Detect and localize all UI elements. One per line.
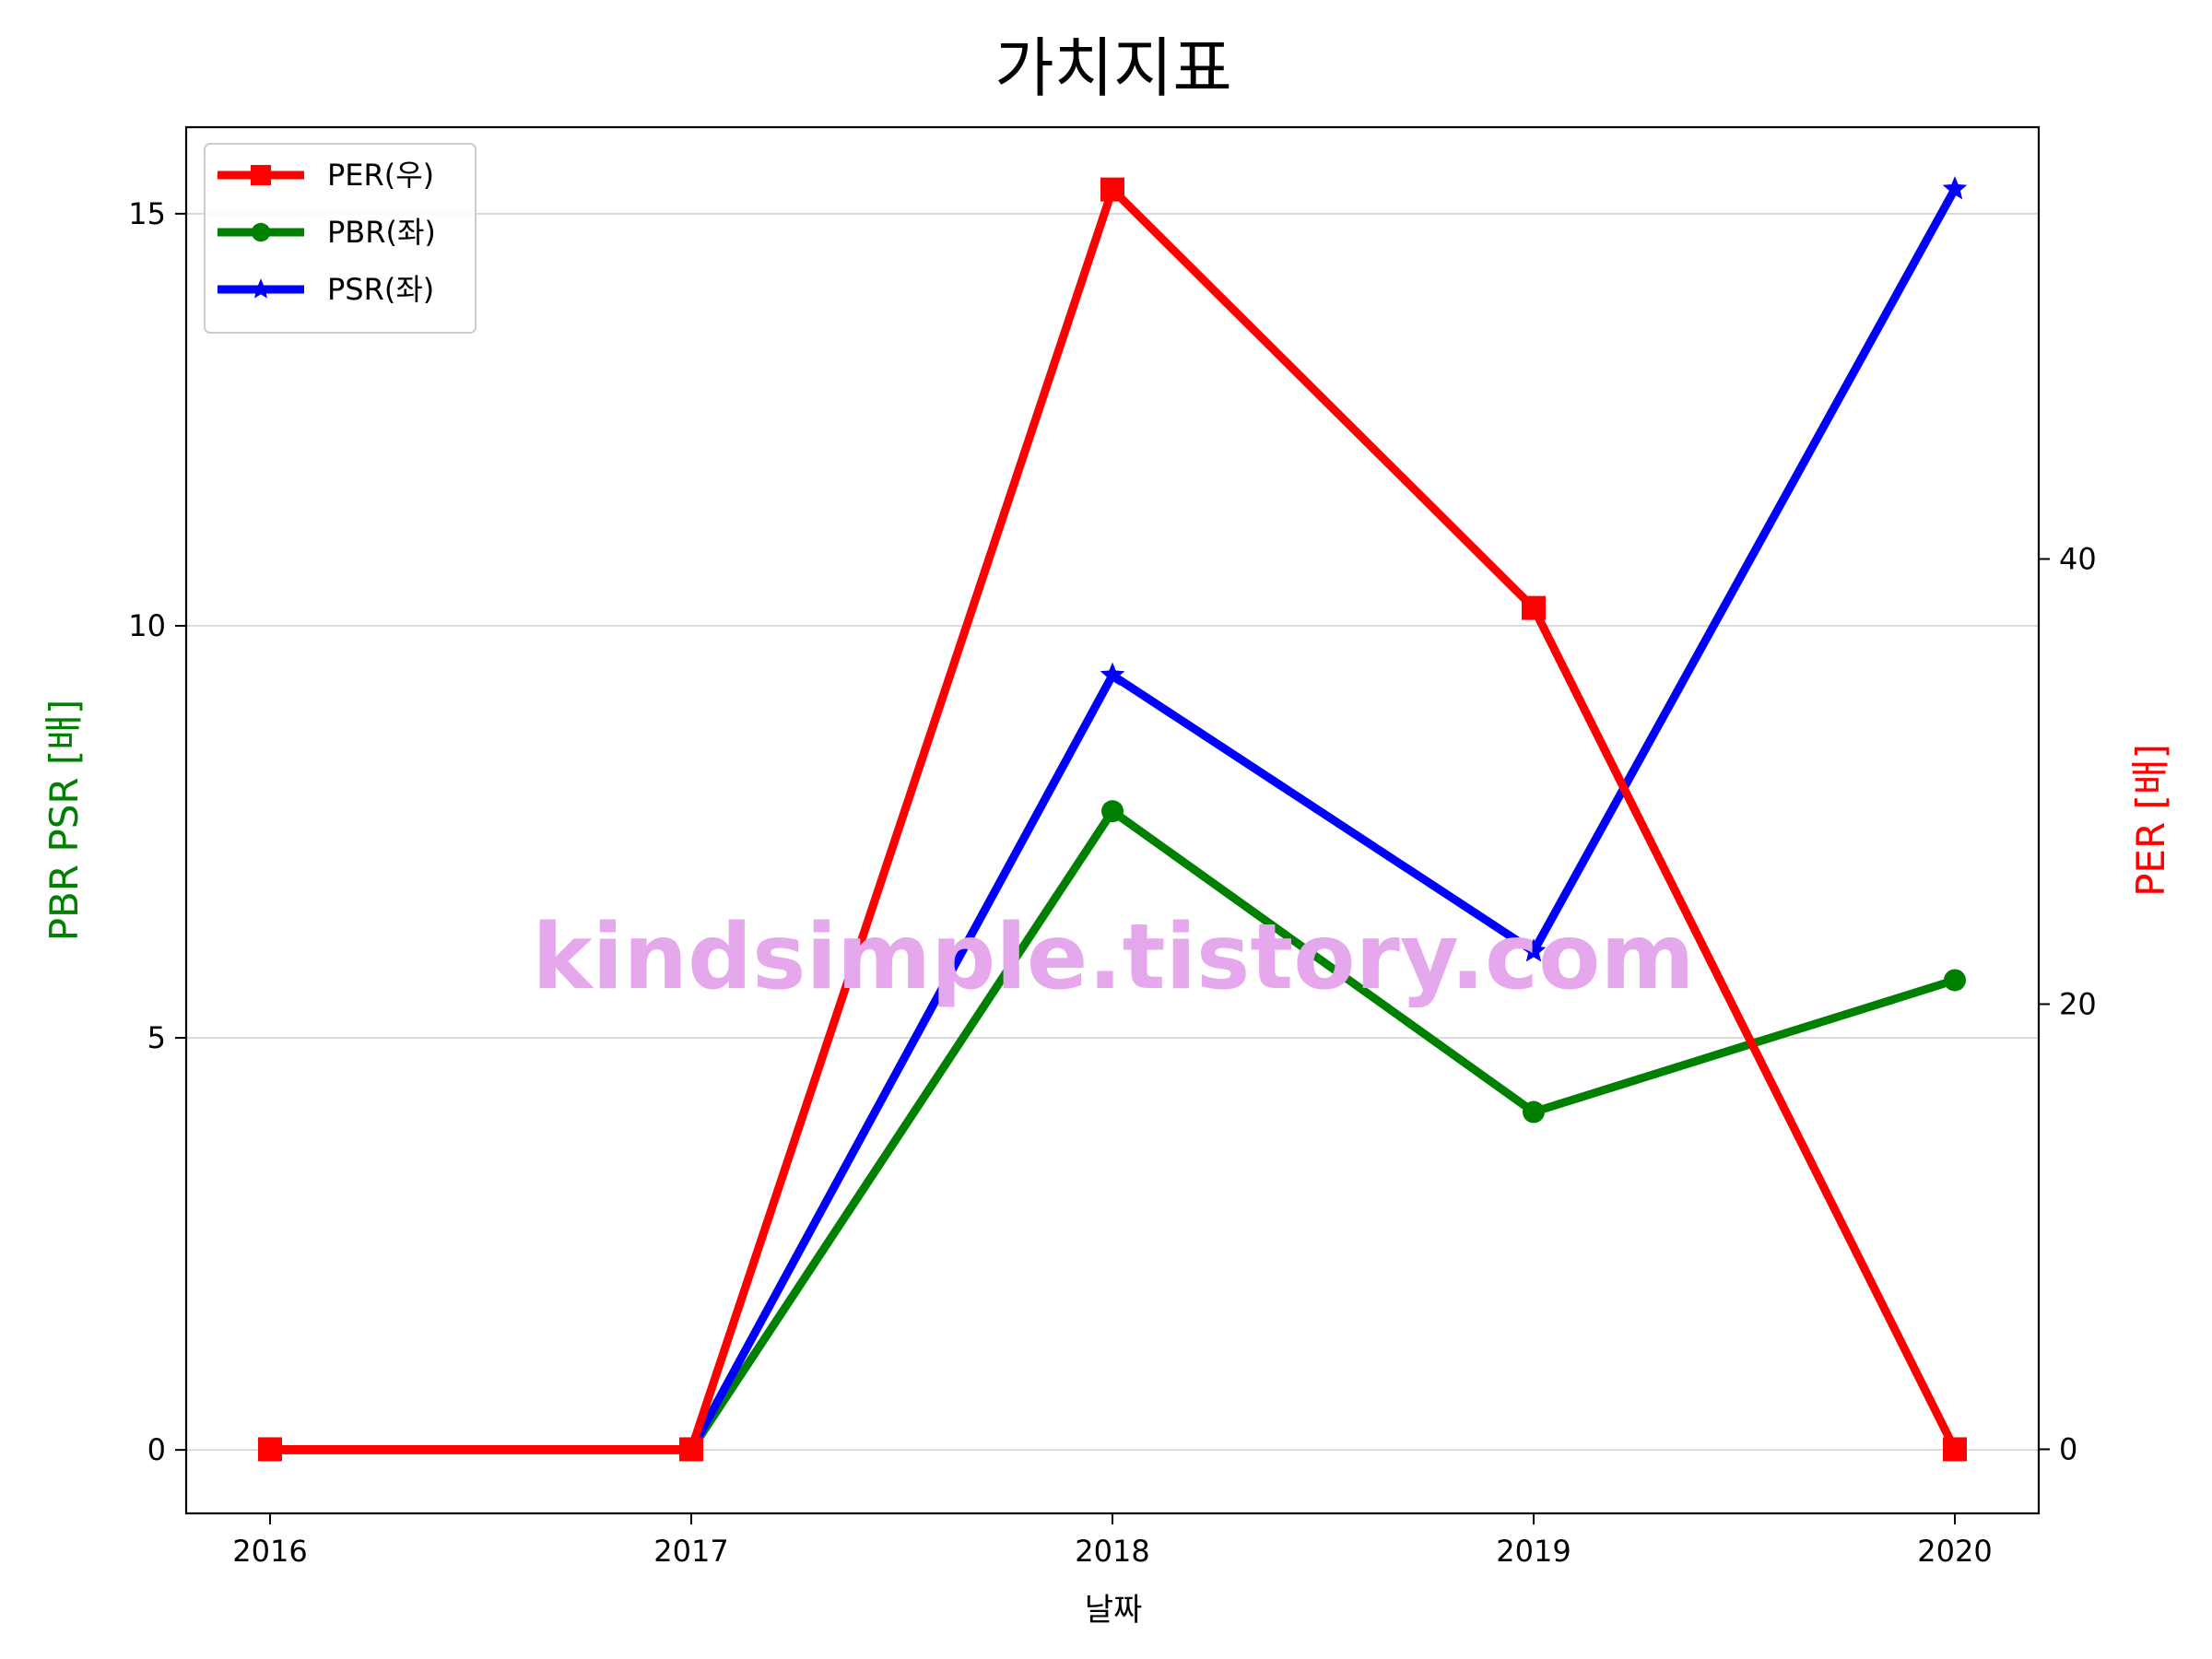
series-lines <box>257 176 1968 1462</box>
x-axis-label: 날짜 <box>1085 1592 1143 1629</box>
legend-label: PER(우) <box>327 158 434 193</box>
left-y-tick-label: 10 <box>128 608 166 643</box>
chart-title: 가치지표 <box>994 30 1232 106</box>
plot-frame <box>184 125 2041 1515</box>
data-point <box>258 1437 282 1462</box>
data-point <box>679 1437 703 1462</box>
right-y-tick-label: 20 <box>2059 986 2097 1021</box>
series-PER(우) <box>258 177 1967 1462</box>
legend-label: PSR(좌) <box>327 272 434 307</box>
data-point <box>1522 595 1546 620</box>
right-y-axis: 0 20 40 <box>2039 541 2097 1466</box>
left-y-tick-label: 5 <box>147 1020 166 1055</box>
left-y-tick-label: 15 <box>128 196 166 231</box>
right-y-tick-label: 40 <box>2059 541 2097 576</box>
left-y-axis-label: PBR PSR [배] <box>41 700 87 942</box>
legend: PER(우) PBR(좌) PSR(좌) <box>204 143 477 334</box>
data-point <box>1942 176 1968 200</box>
x-tick-label: 2017 <box>653 1534 728 1569</box>
data-point <box>1101 800 1124 823</box>
data-point <box>1521 938 1547 962</box>
data-point <box>1100 662 1125 686</box>
data-point <box>1100 177 1124 202</box>
x-tick-label: 2018 <box>1075 1534 1149 1569</box>
x-axis: 2016 2017 2018 2019 2020 <box>232 1513 1993 1569</box>
watermark-text: kindsimple.tistory.com <box>532 905 1694 1010</box>
legend-marker <box>251 222 271 242</box>
legend-entry: PER(우) <box>218 158 434 193</box>
x-tick-label: 2019 <box>1496 1534 1571 1569</box>
data-point <box>1523 1100 1545 1124</box>
legend-marker <box>250 278 272 299</box>
x-tick-label: 2020 <box>1917 1534 1992 1569</box>
legend-entry: PSR(좌) <box>218 272 434 307</box>
right-y-axis-label: PER [배] <box>2128 744 2173 897</box>
left-y-tick-label: 0 <box>147 1432 166 1467</box>
data-point <box>1944 969 1966 992</box>
x-tick-label: 2016 <box>232 1534 307 1569</box>
data-point <box>1943 1437 1967 1462</box>
legend-entry: PBR(좌) <box>218 215 436 250</box>
legend-label: PBR(좌) <box>327 215 436 250</box>
left-y-axis: 0 5 10 15 <box>128 196 186 1467</box>
right-y-tick-label: 0 <box>2059 1431 2077 1466</box>
legend-marker <box>250 164 272 186</box>
